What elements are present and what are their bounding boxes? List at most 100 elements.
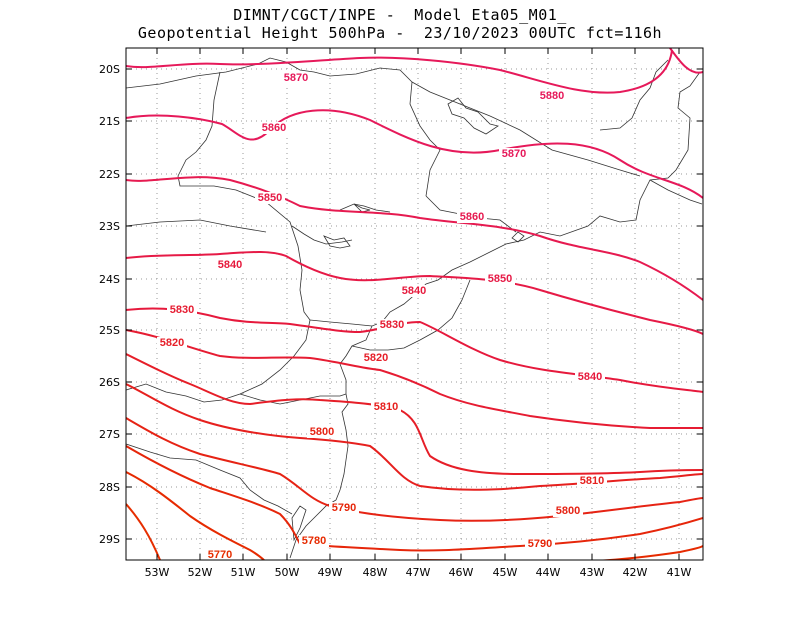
- contour-label-5840: 5840: [402, 285, 426, 297]
- lat-label: 24S: [99, 273, 120, 286]
- contour-label-5860: 5860: [262, 122, 286, 134]
- state-border: [126, 57, 441, 197]
- contour-label-5870: 5870: [284, 72, 308, 84]
- contour-label-5790: 5790: [332, 502, 356, 514]
- contour-label-5800: 5800: [556, 505, 580, 517]
- lon-label: 52W: [188, 566, 213, 579]
- contour-label-5840: 5840: [578, 371, 602, 383]
- reservoir: [447, 97, 499, 135]
- contour-line-5770: [126, 503, 161, 560]
- lat-label: 23S: [99, 220, 120, 233]
- height-contours: [126, 48, 703, 560]
- contour-line-5880: [126, 49, 673, 94]
- lon-label: 44W: [536, 566, 561, 579]
- contour-label-5880: 5880: [540, 90, 564, 102]
- lon-label: 42W: [623, 566, 648, 579]
- reservoir: [353, 203, 371, 213]
- lat-label: 22S: [99, 168, 120, 181]
- contour-label-background: [215, 259, 245, 271]
- contour-label-background: [499, 148, 529, 160]
- contour-label-background: [255, 192, 285, 204]
- contour-label-background: [485, 273, 515, 285]
- state-border: [649, 179, 703, 205]
- contour-label-background: [281, 72, 311, 84]
- latitude-axis: 20S 21S 22S 23S 24S 25S 26S 27S 28S 29S: [99, 63, 703, 546]
- contour-label-5800: 5800: [310, 426, 334, 438]
- contour-line-5780: [126, 471, 266, 560]
- contour-line-5790: [126, 445, 703, 552]
- contour-label-5770: 5770: [208, 549, 232, 561]
- lat-label: 29S: [99, 533, 120, 546]
- contour-label-background: [307, 426, 337, 438]
- map-frame: [125, 47, 704, 561]
- contour-label-5840: 5840: [218, 259, 242, 271]
- lagoa-dos-patos: [291, 505, 307, 542]
- contour-line-5810: [126, 383, 703, 491]
- contour-label-background: [167, 304, 197, 316]
- longitude-axis: 53W 52W 51W 50W 49W 48W 47W 46W 45W 44W 43W 42W 41W: [145, 48, 692, 579]
- reservoir: [323, 235, 351, 249]
- lon-label: 43W: [580, 566, 605, 579]
- contour-label-5850: 5850: [258, 192, 282, 204]
- contour-label-background: [577, 475, 607, 487]
- map-title-line-1: DIMNT/CGCT/INPE - Model Eta05_M01_: [233, 6, 567, 24]
- lon-label: 41W: [667, 566, 692, 579]
- contour-line-5820: [126, 353, 703, 476]
- contour-label-background: [575, 371, 605, 383]
- contour-label-background: [371, 401, 401, 413]
- contour-label-background: [399, 285, 429, 297]
- contour-labels: 5880 5870 5870 5860 5860 5850 5850 5840 5840 5840…: [157, 72, 607, 561]
- contour-label-background: [377, 319, 407, 331]
- state-border: [339, 203, 391, 213]
- contour-label-background: [525, 538, 555, 550]
- lon-label: 47W: [406, 566, 431, 579]
- contour-label-background: [157, 337, 187, 349]
- state-border: [126, 219, 267, 233]
- state-border: [599, 59, 669, 131]
- contour-label-5870: 5870: [502, 148, 526, 160]
- contour-label-5830: 5830: [170, 304, 194, 316]
- contour-label-background: [205, 549, 235, 561]
- contour-label-background: [537, 90, 567, 102]
- map-title-line-2: Geopotential Height 500hPa - 23/10/2023 …: [137, 24, 663, 42]
- contour-label-background: [553, 505, 583, 517]
- state-border: [126, 443, 293, 515]
- contour-label-5830: 5830: [380, 319, 404, 331]
- contour-label-5810: 5810: [374, 401, 398, 413]
- contour-label-background: [329, 502, 359, 514]
- contour-label-5780: 5780: [302, 535, 326, 547]
- lon-label: 53W: [145, 566, 170, 579]
- state-border: [309, 319, 373, 327]
- lon-label: 48W: [363, 566, 388, 579]
- contour-line-5780: [420, 545, 703, 560]
- contour-label-background: [259, 122, 289, 134]
- lat-label: 26S: [99, 376, 120, 389]
- contour-line-5860: [126, 176, 703, 301]
- lon-label: 50W: [275, 566, 300, 579]
- state-border: [126, 319, 311, 403]
- lat-label: 21S: [99, 115, 120, 128]
- state-border: [291, 225, 353, 245]
- lon-label: 49W: [318, 566, 343, 579]
- contour-line-5870: [126, 109, 703, 199]
- contour-label-background: [457, 211, 487, 223]
- lon-label: 46W: [449, 566, 474, 579]
- lat-label: 28S: [99, 481, 120, 494]
- lat-label: 27S: [99, 428, 120, 441]
- coastline: [289, 71, 701, 559]
- contour-line-5880: [669, 48, 703, 74]
- contour-label-5790: 5790: [528, 538, 552, 550]
- contour-label-5810: 5810: [580, 475, 604, 487]
- contour-line-5800: [126, 417, 703, 522]
- lon-label: 45W: [493, 566, 518, 579]
- lat-label: 25S: [99, 324, 120, 337]
- contour-label-5860: 5860: [460, 211, 484, 223]
- contour-label-5850: 5850: [488, 273, 512, 285]
- contour-line-5830: [126, 329, 703, 429]
- lon-label: 51W: [231, 566, 256, 579]
- contour-line-5840: [126, 307, 703, 393]
- contour-label-background: [361, 352, 391, 364]
- bay-outline: [511, 231, 525, 243]
- lat-label: 20S: [99, 63, 120, 76]
